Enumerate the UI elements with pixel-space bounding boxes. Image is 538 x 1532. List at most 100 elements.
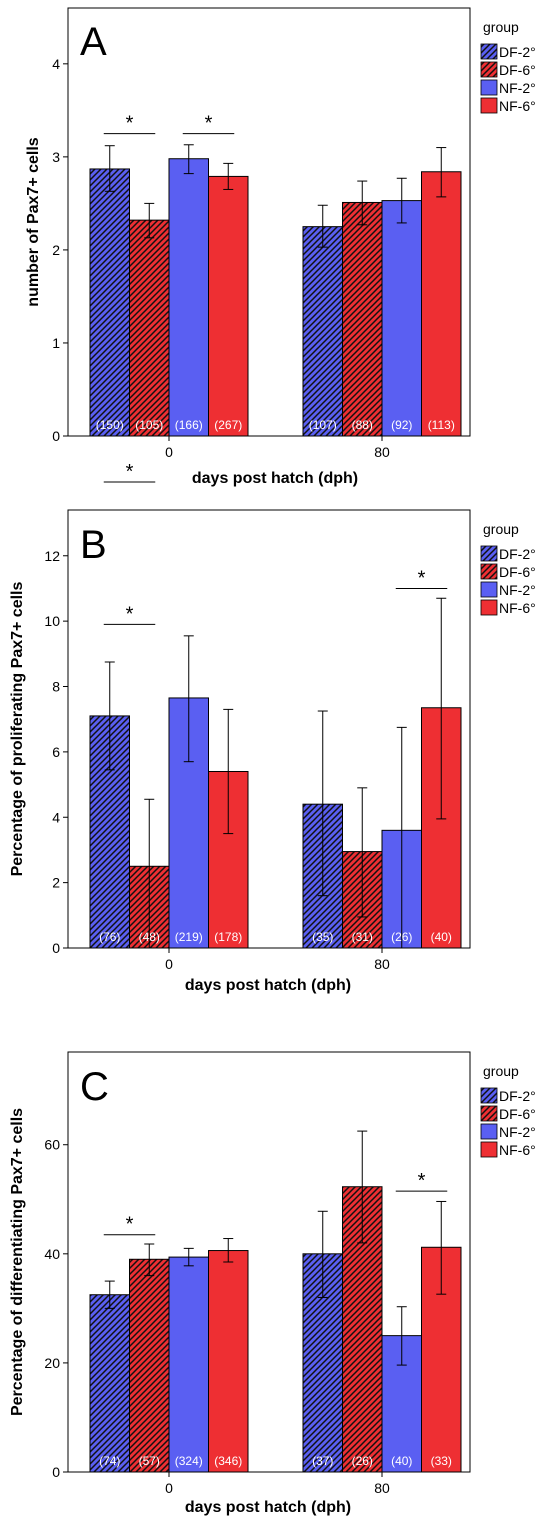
- legend-swatch: [480, 1141, 498, 1158]
- y-tick-label: 2: [52, 875, 60, 891]
- significance-star: *: [205, 113, 213, 135]
- legend-label: NF-2°: [499, 582, 536, 598]
- legend-label: DF-6°: [499, 1106, 536, 1122]
- y-axis-title: Percentage of proliferating Pax7+ cells: [9, 582, 26, 877]
- x-tick-label: 80: [374, 1480, 390, 1496]
- legend-label: DF-2°: [499, 44, 536, 60]
- significance-star: *: [126, 1214, 134, 1236]
- legend-label: DF-6°: [499, 62, 536, 78]
- legend-label: DF-2°: [499, 546, 536, 562]
- legend-swatch: [480, 1105, 498, 1122]
- legend-swatch: [480, 43, 498, 60]
- bar: [302, 226, 343, 437]
- legend-swatch: [480, 61, 498, 78]
- legend-title: group: [483, 1063, 519, 1079]
- y-tick-label: 1: [52, 335, 60, 351]
- sample-size-label: (74): [99, 1454, 120, 1468]
- y-tick-label: 60: [44, 1137, 60, 1153]
- sample-size-label: (88): [352, 418, 373, 432]
- legend: group DF-2° DF-6° NF-2° NF-6°: [480, 521, 536, 616]
- y-tick-label: 0: [52, 428, 60, 444]
- bar: [168, 1256, 209, 1473]
- y-tick-label: 0: [52, 1464, 60, 1480]
- bar: [342, 201, 383, 437]
- y-axis-title: Percentage of differentiating Pax7+ cell…: [9, 1108, 26, 1416]
- legend-swatch: [480, 1087, 498, 1104]
- sample-size-label: (92): [391, 418, 412, 432]
- sample-size-label: (26): [391, 930, 412, 944]
- bar: [129, 1258, 170, 1473]
- bar: [168, 158, 209, 437]
- sample-size-label: (33): [431, 1454, 452, 1468]
- y-tick-label: 2: [52, 242, 60, 258]
- sample-size-label: (219): [175, 930, 203, 944]
- bar: [89, 1294, 130, 1473]
- panel-letter: A: [80, 20, 107, 64]
- bar: [381, 200, 422, 437]
- plot-frame: [67, 7, 471, 437]
- bar: [89, 168, 130, 437]
- sample-size-label: (26): [352, 1454, 373, 1468]
- sample-size-label: (113): [428, 418, 455, 432]
- y-tick-label: 20: [44, 1355, 60, 1371]
- y-tick-label: 8: [52, 679, 60, 695]
- sample-size-label: (76): [99, 930, 120, 944]
- bar: [208, 175, 249, 437]
- legend-label: NF-2°: [499, 1124, 536, 1140]
- legend-swatch: [480, 599, 498, 616]
- x-tick-label: 0: [165, 956, 173, 972]
- sample-size-label: (324): [175, 1454, 203, 1468]
- bar: [342, 1186, 383, 1473]
- chart-panel-A: 0 1 2 3 4 0 80 (150) (107) (105) (88) (166) (92) (267…: [25, 7, 536, 487]
- sample-size-label: (40): [431, 930, 452, 944]
- significance-star: *: [126, 461, 134, 483]
- y-tick-label: 4: [52, 56, 60, 72]
- legend-label: DF-2°: [499, 1088, 536, 1104]
- sample-size-label: (48): [139, 930, 160, 944]
- legend: group DF-2° DF-6° NF-2° NF-6°: [480, 19, 536, 114]
- bar: [208, 1250, 249, 1473]
- significance-star: *: [418, 1170, 426, 1192]
- y-tick-label: 40: [44, 1246, 60, 1262]
- sample-size-label: (40): [391, 1454, 412, 1468]
- sample-size-label: (57): [139, 1454, 160, 1468]
- legend: group DF-2° DF-6° NF-2° NF-6°: [480, 1063, 536, 1158]
- chart-panel-C: 0 20 40 60 0 80 (74) (37) (57) (26) (324) (40) (346)…: [9, 1051, 536, 1516]
- sample-size-label: (107): [309, 418, 337, 432]
- y-tick-label: 12: [44, 548, 60, 564]
- legend-title: group: [483, 19, 519, 35]
- y-axis-title: number of Pax7+ cells: [25, 137, 42, 307]
- legend-label: NF-6°: [499, 600, 536, 616]
- y-tick-label: 6: [52, 744, 60, 760]
- legend-title: group: [483, 521, 519, 537]
- legend-swatch: [480, 79, 498, 96]
- x-tick-label: 0: [165, 1480, 173, 1496]
- sample-size-label: (31): [352, 930, 373, 944]
- x-tick-label: 80: [374, 956, 390, 972]
- x-tick-label: 0: [165, 444, 173, 460]
- x-axis-title: days post hatch (dph): [185, 977, 351, 994]
- y-tick-label: 4: [52, 809, 60, 825]
- sample-size-label: (37): [312, 1454, 333, 1468]
- x-axis-title: days post hatch (dph): [185, 1499, 351, 1516]
- bar: [129, 219, 170, 437]
- sample-size-label: (267): [214, 418, 242, 432]
- significance-star: *: [418, 567, 426, 589]
- sample-size-label: (166): [175, 418, 203, 432]
- significance-star: *: [126, 113, 134, 135]
- legend-swatch: [480, 545, 498, 562]
- significance-star: *: [126, 603, 134, 625]
- x-tick-label: 80: [374, 444, 390, 460]
- legend-swatch: [480, 97, 498, 114]
- sample-size-label: (105): [135, 418, 163, 432]
- sample-size-label: (150): [96, 418, 124, 432]
- legend-label: DF-6°: [499, 564, 536, 580]
- y-tick-label: 0: [52, 940, 60, 956]
- legend-swatch: [480, 581, 498, 598]
- chart-panel-B: 0 2 4 6 8 10 12 0 80 (76) (35) (48) (31) (219) (26) (17…: [9, 509, 536, 994]
- sample-size-label: (346): [214, 1454, 242, 1468]
- legend-swatch: [480, 1123, 498, 1140]
- y-tick-label: 10: [44, 613, 60, 629]
